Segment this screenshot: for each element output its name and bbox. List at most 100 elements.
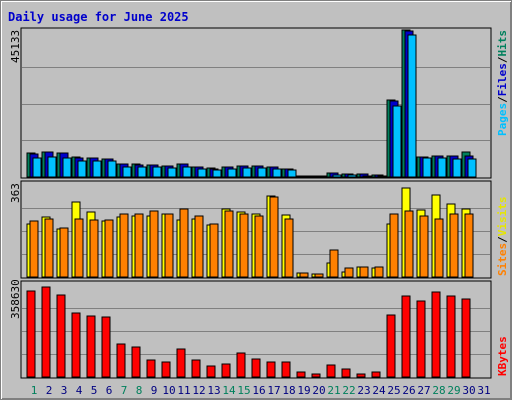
bar-sites-day-17 (269, 196, 279, 278)
bar-pages-day-8 (137, 166, 147, 178)
bar-pages-day-21 (332, 174, 342, 178)
bar-pages-day-10 (167, 167, 177, 178)
day-label-28: 28 (432, 384, 445, 397)
bar-pages-day-16 (257, 167, 267, 178)
bar-kbytes-day-9 (146, 359, 156, 378)
svg-text:KBytes: KBytes (496, 336, 509, 376)
bar-kbytes-day-8 (131, 346, 141, 378)
bar-sites-day-2 (44, 218, 54, 278)
bar-kbytes-day-26 (401, 295, 411, 378)
bar-pages-day-3 (62, 157, 72, 178)
bar-sites-day-8 (134, 213, 144, 278)
bar-pages-day-15 (242, 167, 252, 178)
bar-sites-day-20 (314, 273, 324, 278)
bar-pages-day-2 (47, 156, 57, 178)
bar-kbytes-day-27 (416, 300, 426, 378)
day-label-31: 31 (477, 384, 490, 397)
bar-pages-day-13 (212, 169, 222, 178)
bar-pages-day-25 (392, 105, 402, 178)
svg-text:Sites/Visits: Sites/Visits (496, 197, 509, 277)
day-labels: 1 2 3 4 5 6 7 8 9 10 11 12 13 14 15 16 17 18 19 20 21 22 23 24 2… (31, 384, 491, 397)
bar-pages-day-12 (197, 168, 207, 178)
day-label-22: 22 (342, 384, 355, 397)
bar-kbytes-day-30 (461, 298, 471, 378)
bar-kbytes-day-11 (176, 348, 186, 378)
bar-sites-day-7 (119, 213, 129, 278)
bar-pages-day-4 (77, 160, 87, 178)
visits-legend: Sites/Visits (496, 197, 509, 277)
bar-pages-day-30 (467, 158, 477, 178)
bar-pages-day-7 (122, 166, 132, 178)
legend-files: Files (496, 63, 509, 96)
bar-sites-day-4 (74, 218, 84, 278)
bar-kbytes-day-23 (356, 373, 366, 378)
bar-pages-day-22 (347, 174, 357, 178)
bar-kbytes-day-17 (266, 361, 276, 378)
bar-sites-day-19 (299, 272, 309, 278)
bar-kbytes-day-19 (296, 371, 306, 378)
bar-pages-day-28 (437, 157, 447, 178)
bar-pages-day-27 (422, 157, 432, 178)
bar-kbytes-day-24 (371, 371, 381, 378)
bar-sites-day-27 (419, 215, 429, 278)
bar-kbytes-day-2 (41, 286, 51, 378)
day-label-1: 1 (31, 384, 38, 397)
day-label-17: 17 (267, 384, 280, 397)
bar-sites-day-30 (464, 213, 474, 278)
legend-pages: Pages (496, 103, 509, 136)
bar-pages-day-24 (377, 175, 387, 178)
day-label-26: 26 (402, 384, 415, 397)
day-label-9: 9 (151, 384, 158, 397)
bar-pages-day-23 (362, 175, 372, 178)
bar-pages-day-19 (302, 175, 312, 178)
bar-sites-day-23 (359, 266, 369, 278)
bar-pages-day-5 (92, 160, 102, 178)
day-label-20: 20 (312, 384, 325, 397)
bar-kbytes-day-16 (251, 358, 261, 378)
bar-sites-day-14 (224, 210, 234, 278)
bar-sites-day-5 (89, 219, 99, 278)
day-label-13: 13 (207, 384, 220, 397)
bar-kbytes-day-15 (236, 352, 246, 378)
bar-kbytes-day-7 (116, 343, 126, 378)
day-label-6: 6 (106, 384, 113, 397)
bar-kbytes-day-21 (326, 364, 336, 378)
bar-pages-day-1 (32, 157, 42, 178)
day-label-25: 25 (387, 384, 400, 397)
bar-kbytes-day-22 (341, 368, 351, 378)
bar-kbytes-day-6 (101, 316, 111, 378)
bar-kbytes-day-18 (281, 361, 291, 378)
day-label-11: 11 (177, 384, 190, 397)
bar-pages-day-18 (287, 169, 297, 178)
day-label-15: 15 (237, 384, 250, 397)
svg-text:Pages/Files/Hits: Pages/Files/Hits (496, 30, 509, 136)
bars-layer (26, 29, 477, 378)
bar-sites-day-12 (194, 215, 204, 278)
bar-kbytes-day-3 (56, 294, 66, 378)
day-label-8: 8 (136, 384, 143, 397)
bar-pages-day-14 (227, 168, 237, 178)
day-label-24: 24 (372, 384, 386, 397)
bar-sites-day-11 (179, 208, 189, 278)
day-label-27: 27 (417, 384, 430, 397)
bar-kbytes-day-14 (221, 363, 231, 378)
bar-pages-day-17 (272, 168, 282, 178)
day-label-14: 14 (222, 384, 236, 397)
day-label-3: 3 (61, 384, 68, 397)
panel-hits-bg (20, 27, 492, 179)
bar-sites-day-10 (164, 213, 174, 278)
day-label-18: 18 (282, 384, 295, 397)
bar-sites-day-6 (104, 219, 114, 278)
day-label-29: 29 (447, 384, 460, 397)
bar-pages-day-6 (107, 160, 117, 178)
hits-legend: Pages/Files/Hits (496, 30, 509, 136)
bar-kbytes-day-20 (311, 373, 321, 378)
bar-sites-day-15 (239, 213, 249, 278)
bar-pages-day-26 (407, 34, 417, 178)
legend-visits: Visits (496, 197, 509, 237)
bar-kbytes-day-5 (86, 315, 96, 378)
bar-sites-day-24 (374, 266, 384, 278)
bar-pages-day-20 (317, 175, 327, 178)
chart-title: Daily usage for June 2025 (8, 10, 189, 24)
